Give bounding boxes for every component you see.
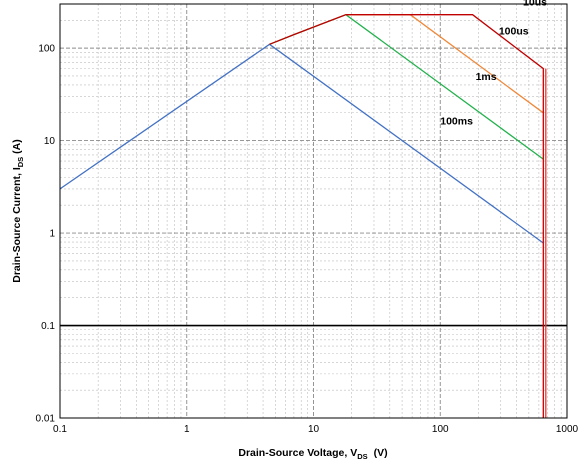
y-tick-label: 10: [44, 136, 56, 147]
y-tick-label: 1: [49, 229, 55, 240]
plot-frame: [59, 3, 568, 419]
series-labels: 100ms 1ms 100us 10us: [440, 0, 547, 127]
series-line-10us: [269, 14, 544, 418]
y-tick-label: 0.01: [36, 414, 56, 425]
y-tick-labels: 0.01 0.1 1 10 100: [36, 44, 56, 425]
x-axis-title-unit: (V): [374, 447, 388, 459]
x-tick-label: 1: [184, 424, 190, 435]
series-lines: [59, 13, 547, 418]
y-tick-label: 0.1: [41, 321, 55, 332]
y-axis-title-main: Drain-Source Current, I: [11, 167, 23, 283]
series-label-10us: 10us: [523, 0, 547, 8]
x-tick-label: 100: [432, 424, 449, 435]
y-axis-title-subscript: DS: [16, 157, 25, 167]
x-tick-label: 1000: [556, 424, 579, 435]
x-tick-labels: 0.1 1 10 100 1000: [53, 424, 579, 435]
y-tick-label: 100: [38, 44, 55, 55]
x-axis-title-subscript: DS: [357, 452, 367, 461]
series-label-1ms: 1ms: [476, 71, 497, 83]
x-tick-label: 10: [308, 424, 320, 435]
series-label-100us: 100us: [499, 26, 529, 38]
x-axis-title-main: Drain-Source Voltage, V: [238, 447, 357, 459]
y-axis-title: Drain-Source Current, IDS (A): [11, 139, 25, 283]
x-tick-label: 0.1: [53, 424, 67, 435]
y-axis-title-unit: (A): [11, 139, 23, 154]
x-axis-title: Drain-Source Voltage, VDS (V): [238, 447, 387, 461]
series-label-100ms: 100ms: [440, 115, 473, 127]
